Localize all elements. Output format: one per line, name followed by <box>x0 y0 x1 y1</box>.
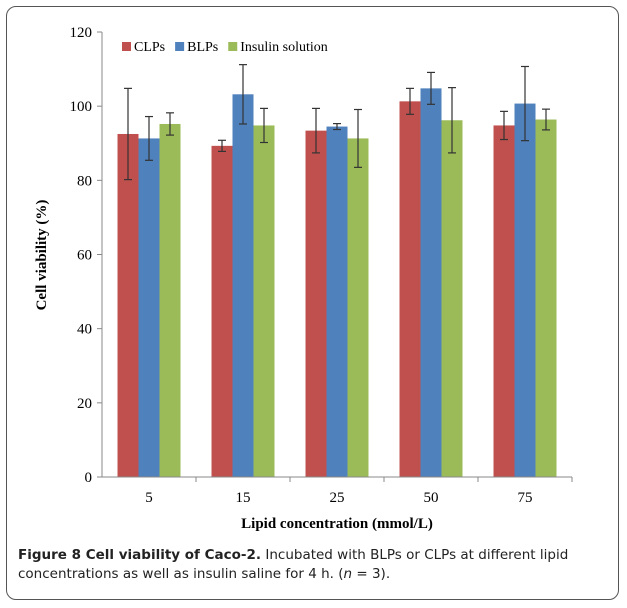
legend-label: BLPs <box>187 40 218 55</box>
legend-swatch <box>228 42 238 51</box>
error-bar <box>521 65 529 142</box>
y-axis-label: Cell viability (%) <box>34 200 50 311</box>
error-bar <box>260 107 268 144</box>
x-tick-label: 5 <box>145 490 153 506</box>
error-bar <box>448 87 456 154</box>
error-bar <box>354 108 362 168</box>
legend-swatch <box>175 42 185 51</box>
bar-insulin-solution <box>253 125 275 477</box>
error-bar-group <box>124 64 550 181</box>
error-bar <box>166 112 174 136</box>
y-tick-label: 40 <box>77 322 92 338</box>
bar-insulin-solution <box>347 138 369 477</box>
bar-blps <box>326 126 348 477</box>
caption-text: Incubated with BLPs or CLPs at different… <box>18 547 569 582</box>
y-tick-label: 20 <box>77 396 92 412</box>
error-bar <box>218 139 226 153</box>
legend-label: Insulin solution <box>240 40 328 55</box>
error-bar <box>406 87 414 115</box>
caption-n: n <box>343 566 353 582</box>
x-tick-label: 15 <box>236 490 251 506</box>
bar-insulin-solution <box>441 120 463 477</box>
bar-clps <box>211 145 233 478</box>
bar-group <box>117 88 557 478</box>
bar-insulin-solution <box>535 119 557 478</box>
bar-blps <box>232 94 254 478</box>
legend-swatch <box>122 42 131 51</box>
error-bar <box>500 110 508 141</box>
bar-insulin-solution <box>159 123 181 477</box>
x-axis-ticks: 5 15 25 50 75 <box>145 477 573 506</box>
bar-blps <box>514 103 536 477</box>
error-bar <box>145 115 153 161</box>
y-tick-label: 60 <box>77 248 92 264</box>
legend: CLPs BLPs Insulin solution <box>122 40 328 55</box>
bar-blps <box>138 138 160 477</box>
bar-clps <box>305 130 327 477</box>
error-bar <box>312 107 320 154</box>
y-tick-label: 0 <box>85 470 93 486</box>
y-tick-label: 100 <box>70 99 93 115</box>
y-axis-ticks: 0 20 40 60 80 100 120 <box>70 25 102 486</box>
caption-text-end: = 3). <box>352 566 391 582</box>
figure-caption: Figure 8 Cell viability of Caco-2. Incub… <box>18 546 618 584</box>
error-bar <box>333 122 341 131</box>
error-bar <box>542 108 550 131</box>
bar-chart: 0 20 40 60 80 100 120 5 15 25 50 75 CLPs BLPs Insuli… <box>34 25 573 532</box>
bar-clps <box>399 101 421 478</box>
x-axis-label: Lipid concentration (mmol/L) <box>241 516 433 532</box>
y-tick-label: 120 <box>70 25 93 41</box>
error-bar <box>239 64 247 125</box>
bar-clps <box>117 133 139 477</box>
caption-title: Figure 8 Cell viability of Caco-2. <box>18 547 262 563</box>
x-tick-label: 50 <box>424 490 439 506</box>
x-tick-label: 25 <box>330 490 345 506</box>
bar-clps <box>493 125 515 477</box>
y-tick-label: 80 <box>77 173 92 189</box>
x-tick-label: 75 <box>518 490 533 506</box>
error-bar <box>124 87 132 181</box>
bar-blps <box>420 88 442 477</box>
legend-label: CLPs <box>134 40 165 55</box>
error-bar <box>427 71 435 105</box>
